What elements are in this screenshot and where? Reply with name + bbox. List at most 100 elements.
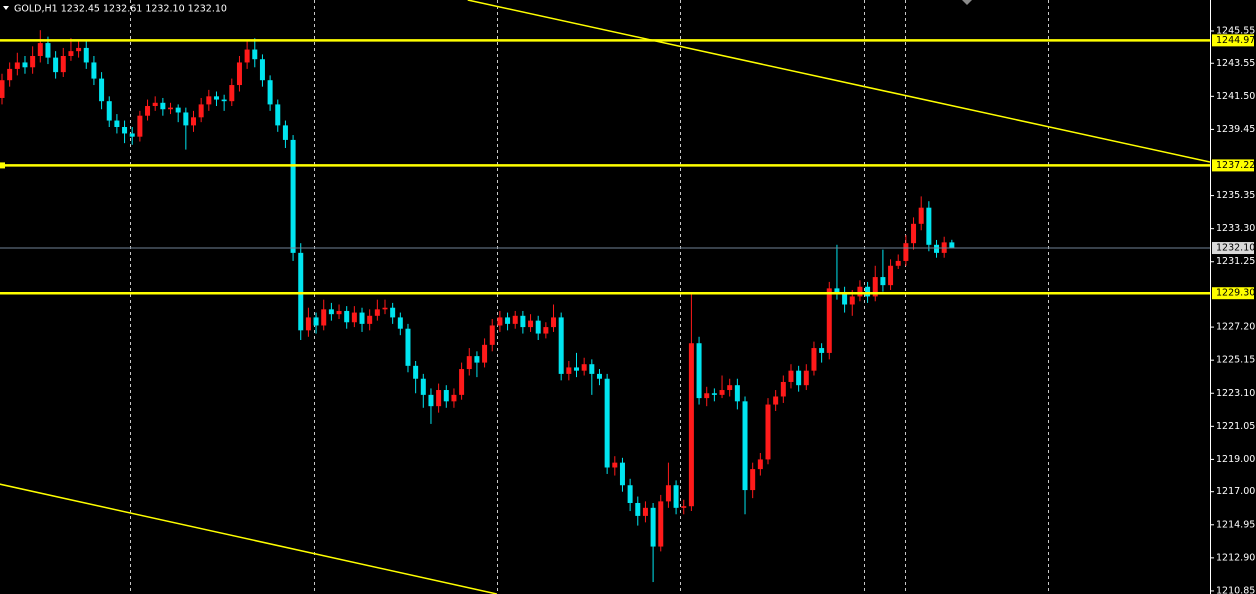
candle-body <box>106 101 112 121</box>
shift-marker <box>962 0 972 5</box>
candle-body <box>37 43 43 56</box>
candle-body <box>168 107 174 110</box>
y-tick-label: 1231.25 <box>1216 256 1255 267</box>
candle-body <box>367 315 373 324</box>
candle-body <box>696 343 702 399</box>
candle-body <box>53 57 59 73</box>
y-tick-label: 1227.20 <box>1216 322 1255 333</box>
menu-arrow[interactable] <box>3 6 9 10</box>
candle-body <box>619 462 625 486</box>
candle-body <box>405 328 411 366</box>
candle-body <box>589 364 595 374</box>
header: GOLD,H1 1232.45 1232.61 1232.10 1232.10 <box>3 3 227 14</box>
y-tick-label: 1243.55 <box>1216 58 1255 69</box>
level-box <box>1212 34 1254 47</box>
candle-body <box>918 207 924 224</box>
candle-body <box>397 317 403 329</box>
candle-body <box>68 51 74 56</box>
candle-body <box>145 106 151 116</box>
candle-body <box>681 506 687 508</box>
ohlc-open: 1232.45 <box>61 3 100 14</box>
trendline <box>0 483 497 594</box>
candle-body <box>949 242 955 249</box>
current-price-box <box>1212 242 1254 255</box>
candle-body <box>842 293 848 305</box>
candle-body <box>305 317 311 331</box>
candle-body <box>221 99 227 102</box>
candle-body <box>635 502 641 516</box>
candle-body <box>344 310 350 323</box>
y-tick-label: 1241.50 <box>1216 91 1255 102</box>
candle-body <box>811 348 817 371</box>
candle-body <box>206 96 212 105</box>
candle-body <box>704 393 710 399</box>
candle-body <box>229 85 235 102</box>
current-price-label: 1232.10 <box>1216 243 1255 254</box>
candle-body <box>872 277 878 297</box>
candle-body <box>374 309 380 316</box>
candle-body <box>191 117 196 126</box>
candle-body <box>60 55 66 73</box>
y-tick-label: 1214.95 <box>1216 519 1255 530</box>
ohlc-close: 1232.10 <box>188 3 227 14</box>
candle-body <box>489 325 495 345</box>
candle-body <box>658 501 664 547</box>
candle-body <box>765 404 771 460</box>
candle-body <box>137 115 143 137</box>
candle-body <box>926 207 932 245</box>
candle-body <box>482 344 488 363</box>
candle-body <box>520 315 526 328</box>
level-box <box>1212 287 1254 300</box>
separators <box>130 0 1049 594</box>
candle-body <box>665 485 671 502</box>
candle-body <box>742 401 748 491</box>
level-anchor <box>0 162 5 169</box>
candle-body <box>122 126 128 134</box>
candle-body <box>780 381 786 397</box>
candle-body <box>888 265 894 286</box>
candle-body <box>267 80 273 105</box>
header-text: GOLD,H1 1232.45 1232.61 1232.10 1232.10 <box>14 3 227 14</box>
candle-body <box>535 320 541 334</box>
candle-body <box>803 370 809 386</box>
y-tick-label: 1219.00 <box>1216 454 1255 465</box>
candle-body <box>826 288 832 353</box>
y-tick-label: 1235.35 <box>1216 190 1255 201</box>
candle-body <box>642 507 648 516</box>
candle-body <box>129 133 135 137</box>
candle-body <box>183 112 189 126</box>
candle-body <box>244 49 250 63</box>
candle-body <box>750 469 756 491</box>
candle-body <box>727 385 733 391</box>
candle-body <box>313 317 319 326</box>
candle-body <box>911 223 917 244</box>
candle-body <box>849 296 855 305</box>
y-tick-label: 1239.45 <box>1216 124 1255 135</box>
candle-body <box>198 104 204 118</box>
candle-body <box>596 373 602 379</box>
y-tick-label: 1225.15 <box>1216 355 1255 366</box>
candle-body <box>321 309 327 326</box>
y-tick-label: 1221.05 <box>1216 421 1255 432</box>
candle-body <box>673 485 679 508</box>
candle-body <box>413 365 419 379</box>
candle-body <box>474 356 480 363</box>
candle-body <box>22 62 28 68</box>
ohlc-low: 1232.10 <box>145 3 184 14</box>
candle-body <box>934 244 940 253</box>
candle-body <box>711 393 717 395</box>
candle-body <box>45 43 51 58</box>
candle-body <box>880 277 886 286</box>
candle-body <box>99 78 105 102</box>
candle-body <box>497 317 503 326</box>
candle-body <box>819 348 825 353</box>
candle-body <box>382 307 388 310</box>
candle-body <box>528 320 534 328</box>
candle-body <box>152 102 158 107</box>
candle-body <box>857 286 863 297</box>
candle-body <box>581 364 587 371</box>
candle-body <box>298 252 304 331</box>
